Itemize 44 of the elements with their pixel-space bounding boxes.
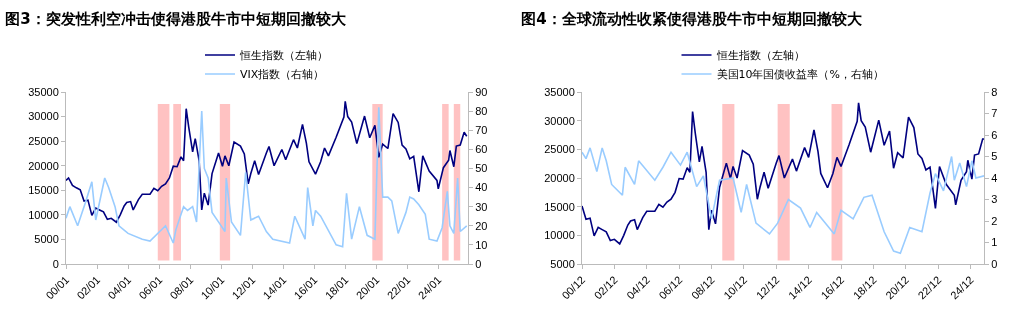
legend-label: 恒生指数（左轴） bbox=[239, 49, 328, 63]
y2-tick-label: 10 bbox=[475, 238, 488, 251]
y2-tick-label: 70 bbox=[475, 124, 488, 137]
y2-tick-label: 3 bbox=[991, 193, 998, 206]
y-tick-label: 25000 bbox=[28, 134, 59, 147]
y-tick-label: 10000 bbox=[28, 208, 59, 221]
y2-tick-label: 1 bbox=[991, 236, 998, 249]
y2-tick-label: 0 bbox=[991, 257, 998, 270]
y2-tick-label: 50 bbox=[475, 162, 488, 175]
legend-label: 恒生指数（左轴） bbox=[715, 49, 805, 63]
y-tick-label: 25000 bbox=[544, 143, 575, 156]
y2-tick-label: 20 bbox=[475, 219, 488, 232]
y-tick-label: 20000 bbox=[544, 171, 575, 184]
y-tick-label: 30000 bbox=[544, 114, 575, 127]
line-series bbox=[582, 147, 984, 255]
y2-tick-label: 7 bbox=[991, 107, 998, 120]
y-tick-label: 15000 bbox=[544, 200, 575, 213]
y-tick-label: 20000 bbox=[28, 159, 59, 172]
y-tick-label: 10000 bbox=[544, 229, 575, 242]
y2-tick-label: 0 bbox=[475, 257, 482, 270]
legend-label: VIX指数（右轴） bbox=[240, 68, 325, 82]
y-tick-label: 35000 bbox=[544, 85, 575, 98]
y-tick-label: 15000 bbox=[28, 184, 59, 197]
y2-tick-label: 90 bbox=[475, 85, 488, 98]
y2-tick-label: 5 bbox=[991, 150, 998, 163]
y2-tick-label: 6 bbox=[991, 128, 998, 141]
y2-tick-label: 2 bbox=[991, 214, 998, 227]
y-tick-label: 5000 bbox=[34, 233, 59, 246]
y2-tick-label: 60 bbox=[475, 143, 488, 156]
line-series bbox=[66, 106, 468, 248]
y2-tick-label: 40 bbox=[475, 181, 488, 194]
y-tick-label: 0 bbox=[52, 257, 59, 270]
y-tick-label: 5000 bbox=[550, 257, 575, 270]
chart-title: 图3：突发性利空冲击使得港股牛市中短期回撤较大 bbox=[5, 9, 347, 28]
chart-title: 图4：全球流动性收紧使得港股牛市中短期回撤较大 bbox=[521, 9, 863, 28]
y2-tick-label: 80 bbox=[475, 104, 488, 117]
y-tick-label: 35000 bbox=[28, 85, 59, 98]
legend-label: 美国10年国债收益率（%，右轴） bbox=[716, 68, 884, 82]
y2-tick-label: 8 bbox=[991, 85, 998, 98]
y-tick-label: 30000 bbox=[28, 110, 59, 123]
line-series bbox=[66, 100, 468, 224]
y2-tick-label: 4 bbox=[991, 171, 998, 184]
y2-tick-label: 30 bbox=[475, 200, 488, 213]
line-series bbox=[582, 102, 984, 245]
